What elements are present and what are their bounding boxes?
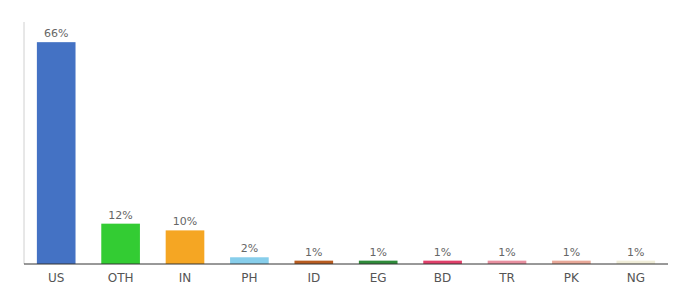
- x-tick-label: EG: [370, 271, 387, 285]
- x-tick-label: NG: [627, 271, 645, 285]
- data-label: 1%: [498, 246, 515, 259]
- x-tick-label: TR: [498, 271, 515, 285]
- x-tick-label: OTH: [108, 271, 134, 285]
- bar: [359, 261, 398, 264]
- bar: [423, 261, 462, 264]
- bar: [294, 261, 333, 264]
- x-tick-label: BD: [434, 271, 451, 285]
- bar: [488, 261, 527, 264]
- x-tick-label: PH: [241, 271, 257, 285]
- bar: [552, 261, 591, 264]
- data-label: 66%: [44, 27, 68, 40]
- chart-container: 66% 12% 10% 2% 1% 1% 1% 1% 1% 1% US OTH IN PH ID EG BD TR…: [0, 0, 680, 300]
- data-label: 1%: [627, 246, 644, 259]
- x-tick-label: ID: [307, 271, 320, 285]
- bar: [230, 257, 269, 264]
- x-axis-line: [24, 264, 668, 265]
- data-label: 1%: [434, 246, 451, 259]
- data-label: 2%: [241, 242, 258, 255]
- chart: 66% 12% 10% 2% 1% 1% 1% 1% 1% 1% US OTH IN PH ID EG BD TR…: [0, 0, 680, 300]
- data-label: 10%: [173, 215, 197, 228]
- data-label: 1%: [369, 246, 386, 259]
- x-tick-label: US: [48, 271, 64, 285]
- bar: [37, 42, 76, 264]
- data-label: 1%: [305, 246, 322, 259]
- bars: [37, 42, 655, 264]
- y-axis-line: [24, 22, 25, 264]
- data-label: 1%: [563, 246, 580, 259]
- bar: [166, 230, 205, 264]
- bar: [101, 224, 140, 264]
- x-tick-label: IN: [179, 271, 192, 285]
- x-tick-label: PK: [564, 271, 580, 285]
- data-label: 12%: [108, 209, 132, 222]
- bar: [616, 261, 655, 264]
